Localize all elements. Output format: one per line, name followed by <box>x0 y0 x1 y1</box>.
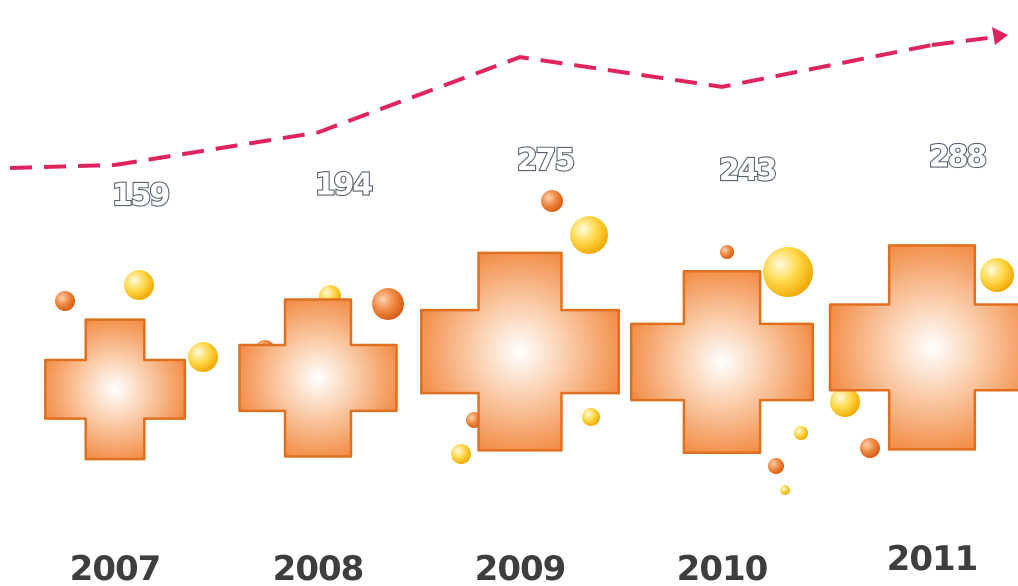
trend-tail <box>931 35 997 47</box>
value-label: 275 <box>517 143 574 178</box>
value-label: 243 <box>719 153 776 188</box>
category-label: 2009 <box>475 549 566 586</box>
cross <box>828 244 1018 451</box>
value-label: 194 <box>315 168 373 203</box>
category-label: 2007 <box>70 549 161 586</box>
trend-line <box>114 43 933 167</box>
trend-arrow <box>992 27 1008 45</box>
category-label: 2010 <box>677 549 768 586</box>
cross <box>44 318 186 461</box>
value-label: 288 <box>929 139 987 174</box>
category-label: 2008 <box>273 549 364 586</box>
category-label: 2011 <box>887 539 978 579</box>
value-label: 159 <box>112 178 169 213</box>
cross <box>420 251 620 452</box>
cross <box>630 270 814 455</box>
cross <box>238 298 398 458</box>
trend-lead <box>9 163 116 170</box>
